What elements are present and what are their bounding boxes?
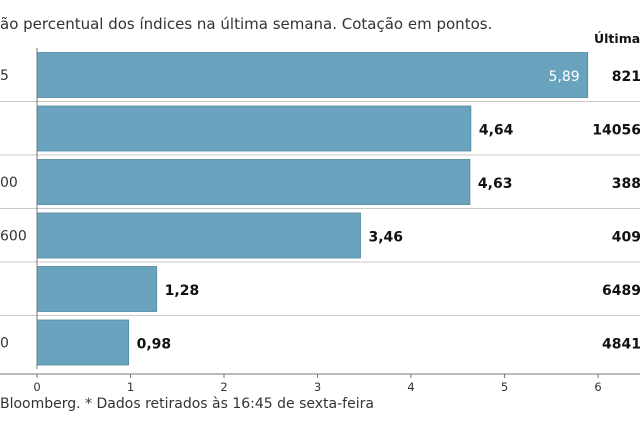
last-quote-value: 821 (612, 69, 640, 85)
x-tick-label: 5 (501, 380, 508, 394)
x-axis: 0 1 2 3 4 5 6 (0, 373, 640, 394)
bar (36, 319, 130, 366)
bar (36, 212, 361, 259)
category-label: 600 (0, 228, 27, 244)
bar-value-label: 3,46 (369, 229, 404, 245)
source-note: Bloomberg. * Dados retirados às 16:45 de… (0, 396, 374, 412)
chart-subtitle: ão percentual dos índices na última sema… (0, 15, 493, 33)
bar (36, 105, 472, 152)
last-quote-value: 388 (612, 176, 640, 192)
x-tick-label: 6 (594, 380, 601, 394)
bar (36, 52, 589, 98)
last-quote-value: 6489 (602, 283, 640, 299)
bar (36, 159, 471, 205)
x-tick-label: 3 (314, 380, 321, 394)
last-quote-value: 14056 (592, 122, 640, 138)
last-quote-value: 4841 (602, 336, 640, 352)
last-quote-value: 409 (612, 229, 640, 245)
x-tick-label: 0 (33, 380, 40, 394)
category-label: 00 (0, 175, 18, 191)
bar-value-label: 1,28 (165, 283, 200, 299)
bar-value-label: 5,89 (549, 69, 580, 85)
x-tick-label: 2 (220, 380, 227, 394)
chart-rows: 5 5,89 821 4,64 14056 00 4,63 388 600 3,46 409 1,28… (0, 48, 640, 369)
bar-value-label: 4,64 (479, 122, 514, 138)
category-label: 0 (0, 335, 9, 351)
x-tick-label: 1 (127, 380, 134, 394)
bar (36, 266, 158, 312)
x-tick-label: 4 (407, 380, 414, 394)
bar-value-label: 0,98 (137, 336, 172, 352)
category-label: 5 (0, 68, 9, 84)
bar-value-label: 4,63 (478, 176, 513, 192)
last-quote-column-header: Última c (594, 31, 640, 46)
